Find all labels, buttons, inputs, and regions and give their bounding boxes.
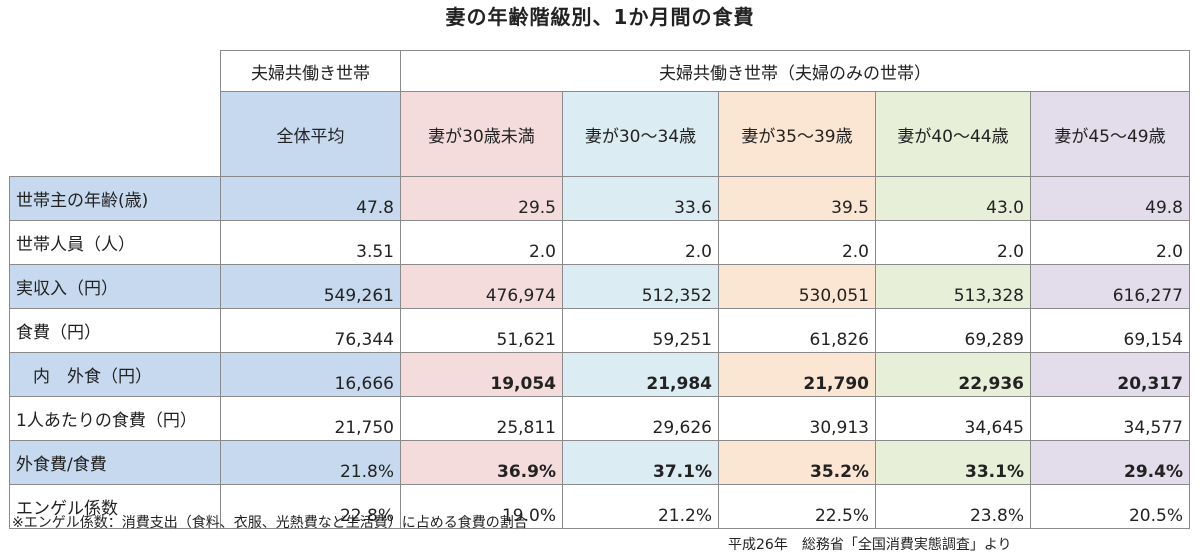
- cell-40-44: 34,645: [875, 396, 1031, 441]
- source-note: 平成26年 総務省「全国消費実態調査」より: [728, 537, 1012, 553]
- row-label: 実収入（円）: [9, 264, 221, 309]
- cell-45-49: 29.4%: [1030, 440, 1190, 485]
- cell-35-39: 2.0: [718, 220, 876, 265]
- row-label: 世帯人員（人）: [9, 220, 221, 265]
- cell-under30: 2.0: [400, 220, 563, 265]
- column-header-45-49: 妻が45～49歳: [1030, 91, 1190, 177]
- cell-under30: 19,054: [400, 352, 563, 397]
- cell-45-49: 2.0: [1030, 220, 1190, 265]
- row-label: 1人あたりの食費（円）: [9, 396, 221, 441]
- table-row: 実収入（円） 549,261 476,974 512,352 530,051 5…: [9, 264, 1190, 309]
- cell-30-34: 37.1%: [562, 440, 719, 485]
- table-row: 内 外食（円） 16,666 19,054 21,984 21,790 22,9…: [9, 352, 1190, 397]
- cell-30-34: 21,984: [562, 352, 719, 397]
- cell-average: 21.8%: [220, 440, 401, 485]
- cell-45-49: 69,154: [1030, 308, 1190, 353]
- table-row: 外食費/食費 21.8% 36.9% 37.1% 35.2% 33.1% 29.…: [9, 440, 1190, 485]
- cell-45-49: 34,577: [1030, 396, 1190, 441]
- group-header-all: 夫婦共働き世帯: [220, 50, 401, 92]
- table-row: エンゲル係数 22.8% 19.0% 21.2% 22.5% 23.8% 20.…: [9, 484, 1190, 529]
- row-label: 世帯主の年齢(歳): [9, 176, 221, 221]
- cell-30-34: 2.0: [562, 220, 719, 265]
- cell-average: 549,261: [220, 264, 401, 309]
- cell-40-44: 69,289: [875, 308, 1031, 353]
- cell-40-44: 22,936: [875, 352, 1031, 397]
- column-header-under30: 妻が30歳未満: [400, 91, 563, 177]
- cell-40-44: 43.0: [875, 176, 1031, 221]
- cell-35-39: 21,790: [718, 352, 876, 397]
- cell-30-34: 512,352: [562, 264, 719, 309]
- cell-35-39: 22.5%: [718, 484, 876, 529]
- table-row: 世帯人員（人） 3.51 2.0 2.0 2.0 2.0 2.0: [9, 220, 1190, 265]
- cell-45-49: 616,277: [1030, 264, 1190, 309]
- column-header-average: 全体平均: [220, 91, 401, 177]
- cell-average: 22.8%: [220, 484, 401, 529]
- page-title: 妻の年齢階級別、1か月間の食費: [445, 5, 755, 29]
- column-header-40-44: 妻が40～44歳: [875, 91, 1031, 177]
- cell-under30: 36.9%: [400, 440, 563, 485]
- cell-under30: 25,811: [400, 396, 563, 441]
- food-expense-table: 夫婦共働き世帯 夫婦共働き世帯（夫婦のみの世帯） 全体平均 妻が30歳未満 妻が…: [9, 50, 1190, 529]
- cell-30-34: 29,626: [562, 396, 719, 441]
- cell-40-44: 513,328: [875, 264, 1031, 309]
- footnote: ※エンゲル係数：消費支出（食料、衣服、光熱費など生活費）に占める食費の割合: [12, 515, 528, 531]
- table-row: 世帯主の年齢(歳) 47.8 29.5 33.6 39.5 43.0 49.8: [9, 176, 1190, 221]
- cell-under30: 29.5: [400, 176, 563, 221]
- cell-35-39: 530,051: [718, 264, 876, 309]
- cell-45-49: 20,317: [1030, 352, 1190, 397]
- column-header-30-34: 妻が30～34歳: [562, 91, 719, 177]
- cell-under30: 19.0%: [400, 484, 563, 529]
- cell-average: 47.8: [220, 176, 401, 221]
- cell-35-39: 30,913: [718, 396, 876, 441]
- row-label: エンゲル係数: [9, 484, 221, 529]
- cell-35-39: 39.5: [718, 176, 876, 221]
- cell-35-39: 61,826: [718, 308, 876, 353]
- cell-30-34: 59,251: [562, 308, 719, 353]
- row-label: 食費（円）: [9, 308, 221, 353]
- row-label: 内 外食（円）: [9, 352, 221, 397]
- cell-under30: 476,974: [400, 264, 563, 309]
- cell-30-34: 21.2%: [562, 484, 719, 529]
- table-row: 食費（円） 76,344 51,621 59,251 61,826 69,289…: [9, 308, 1190, 353]
- cell-30-34: 33.6: [562, 176, 719, 221]
- table-row: 1人あたりの食費（円） 21,750 25,811 29,626 30,913 …: [9, 396, 1190, 441]
- cell-45-49: 49.8: [1030, 176, 1190, 221]
- row-label: 外食費/食費: [9, 440, 221, 485]
- cell-45-49: 20.5%: [1030, 484, 1190, 529]
- cell-40-44: 23.8%: [875, 484, 1031, 529]
- corner-cell: [9, 50, 221, 177]
- column-header-35-39: 妻が35～39歳: [718, 91, 876, 177]
- header-row-groups: 夫婦共働き世帯 夫婦共働き世帯（夫婦のみの世帯）: [9, 50, 1190, 177]
- group-header-couples: 夫婦共働き世帯（夫婦のみの世帯）: [400, 50, 1190, 92]
- cell-40-44: 33.1%: [875, 440, 1031, 485]
- header-row-columns: 全体平均 妻が30歳未満 妻が30～34歳 妻が35～39歳 妻が40～44歳 …: [10, 91, 1190, 177]
- cell-average: 21,750: [220, 396, 401, 441]
- cell-35-39: 35.2%: [718, 440, 876, 485]
- cell-average: 16,666: [220, 352, 401, 397]
- cell-40-44: 2.0: [875, 220, 1031, 265]
- cell-under30: 51,621: [400, 308, 563, 353]
- cell-average: 3.51: [220, 220, 401, 265]
- cell-average: 76,344: [220, 308, 401, 353]
